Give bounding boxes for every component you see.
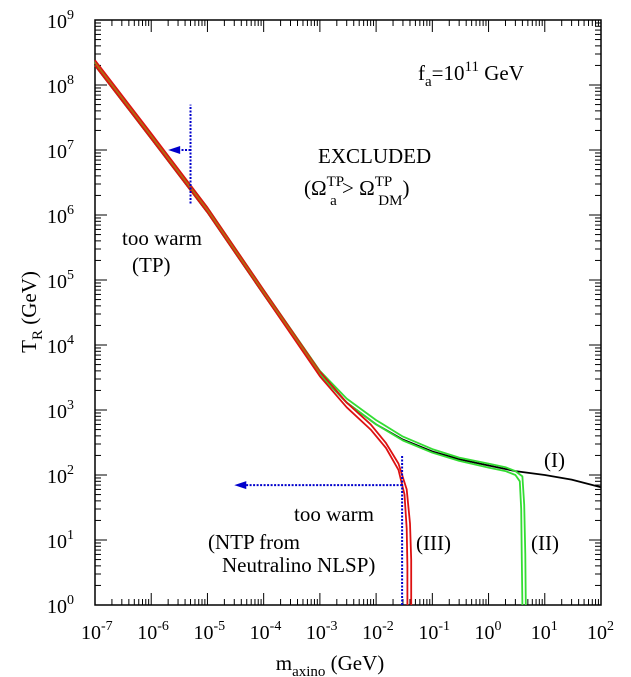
curve-label-I: (I): [544, 448, 565, 472]
x-tick-label: 10-4: [250, 619, 282, 644]
x-tick-label: 10-5: [193, 619, 225, 644]
y-tick-label: 100: [47, 593, 74, 618]
x-tick-label: 10-6: [137, 619, 169, 644]
curve-label-III: (III): [416, 531, 451, 555]
y-tick-labels: 100 101 102 103 104 105 106 107 108 109: [47, 8, 74, 618]
x-tick-label: 101: [531, 619, 558, 644]
curve-label-II: (II): [531, 531, 559, 555]
y-tick-label: 102: [47, 463, 74, 488]
x-tick-label: 10-2: [362, 619, 394, 644]
y-tick-label: 105: [47, 268, 74, 293]
x-tick-label: 102: [587, 619, 614, 644]
y-tick-label: 103: [47, 398, 74, 423]
fa-annotation: fa=1011 GeV: [418, 59, 524, 90]
excluded-label: EXCLUDED: [318, 144, 431, 168]
y-tick-label: 106: [47, 203, 74, 228]
x-tick-label: 10-1: [418, 619, 450, 644]
too-warm-ntp-arrow-head: [234, 481, 246, 489]
too-warm-ntp-label: too warm: [294, 502, 374, 526]
x-tick-label: 10-7: [81, 619, 113, 644]
y-tick-label: 109: [47, 8, 74, 33]
series-line-0: [95, 65, 601, 487]
ntp-label-line2: Neutralino NLSP): [222, 553, 375, 577]
y-tick-label: 104: [47, 333, 74, 358]
y-tick-label: 107: [47, 138, 74, 163]
x-tick-label: 10-3: [306, 619, 338, 644]
y-tick-label: 101: [47, 528, 74, 553]
too-warm-tp-arrow-head: [168, 146, 180, 154]
x-tick-labels: 10-7 10-6 10-5 10-4 10-3 10-2 10-1 100 101 102: [81, 619, 614, 644]
y-axis-label: TR (GeV): [17, 271, 46, 353]
too-warm-tp-label: too warm: [122, 226, 202, 250]
ntp-label-line1: (NTP from: [208, 530, 300, 554]
x-tick-label: 100: [475, 619, 502, 644]
omega-condition: (ΩTP a > ΩTP DM): [304, 174, 409, 209]
y-tick-label: 108: [47, 73, 74, 98]
x-axis-label: maxino (GeV): [276, 651, 385, 677]
tp-label: (TP): [132, 253, 171, 277]
